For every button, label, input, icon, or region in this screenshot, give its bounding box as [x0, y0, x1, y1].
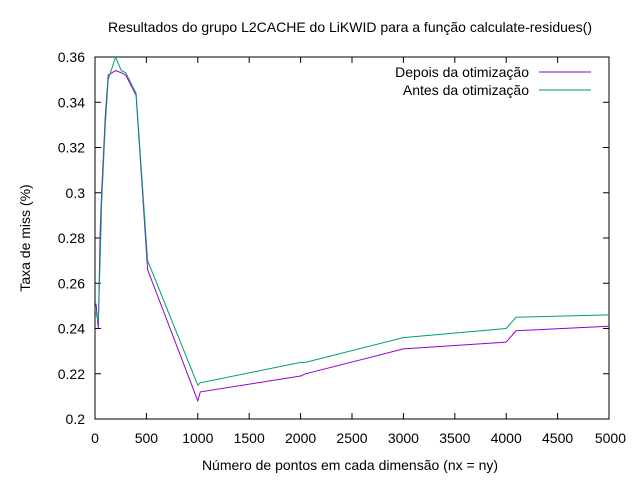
- x-tick-label: 3000: [388, 430, 419, 446]
- y-tick-label: 0.36: [58, 49, 85, 65]
- y-tick-label: 0.32: [58, 140, 85, 156]
- y-axis: 0.2 0.22 0.24 0.26 0.28 0.3 0.32 0.34 0.36: [58, 49, 609, 427]
- legend: Depois da otimização Antes da otimização: [395, 64, 591, 98]
- y-tick-label: 0.26: [58, 275, 85, 291]
- x-tick-label: 1000: [182, 430, 213, 446]
- y-tick-label: 0.22: [58, 366, 85, 382]
- x-axis-label: Número de pontos em cada dimensão (nx = …: [202, 457, 498, 473]
- y-tick-label: 0.24: [58, 321, 85, 337]
- chart-title: Resultados do grupo L2CACHE do LiKWID pa…: [108, 19, 592, 35]
- x-tick-label: 2000: [285, 430, 316, 446]
- series-line-2: [95, 55, 610, 386]
- x-tick-label: 4500: [542, 430, 573, 446]
- x-tick-label: 2500: [336, 430, 367, 446]
- y-tick-label: 0.3: [66, 185, 86, 201]
- x-tick-label: 500: [135, 430, 159, 446]
- x-tick-label: 5000: [595, 430, 626, 446]
- legend-label-1: Depois da otimização: [395, 64, 529, 80]
- plot-area-border: [94, 56, 610, 420]
- legend-label-2: Antes da otimização: [403, 82, 529, 98]
- x-tick-label: 0: [91, 430, 99, 446]
- series-line-1: [95, 70, 610, 403]
- x-tick-label: 4000: [491, 430, 522, 446]
- y-tick-label: 0.34: [58, 94, 85, 110]
- y-axis-label: Taxa de miss (%): [17, 184, 33, 291]
- y-tick-label: 0.28: [58, 230, 85, 246]
- x-tick-label: 1500: [234, 430, 265, 446]
- series-lines: [95, 55, 610, 403]
- y-tick-label: 0.2: [66, 411, 86, 427]
- x-tick-label: 3500: [439, 430, 470, 446]
- x-axis: 0 500 1000 1500 2000 2500 3000 3500 4000 4500 5000: [91, 57, 626, 446]
